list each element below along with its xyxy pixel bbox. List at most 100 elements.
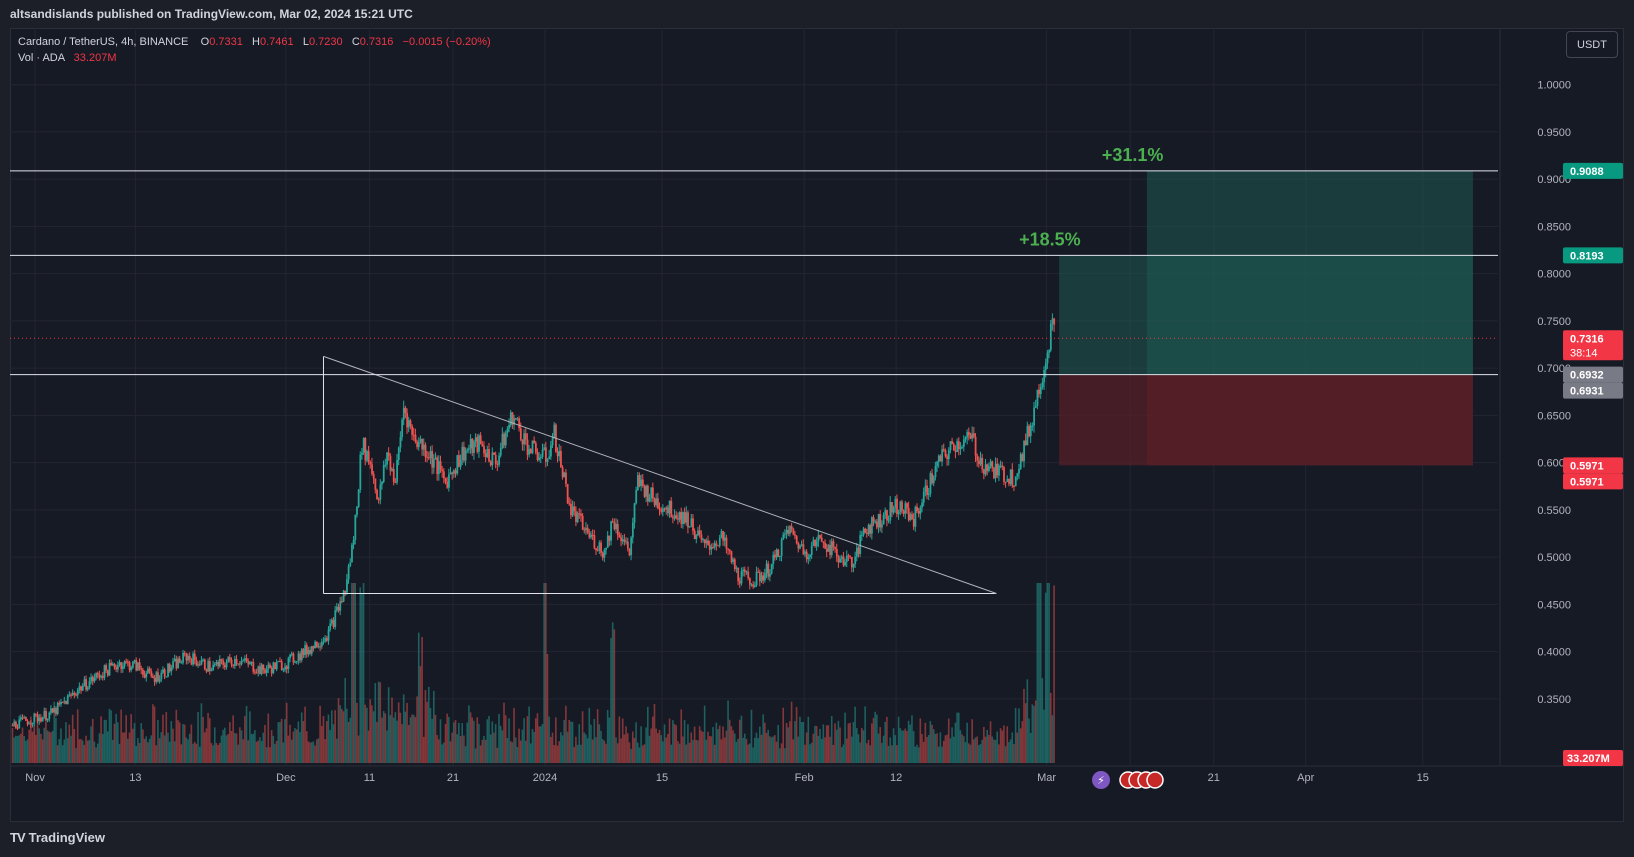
volume-bar — [897, 716, 900, 763]
position-stop-zone[interactable] — [1146, 374, 1473, 466]
time-tick-label: 13 — [129, 772, 141, 784]
volume-bar — [662, 741, 664, 763]
time-tick-label: 15 — [656, 772, 668, 784]
volume-bar — [277, 722, 280, 763]
volume-bar — [511, 742, 514, 763]
candle — [568, 503, 571, 505]
currency-button[interactable]: USDT — [1566, 31, 1618, 58]
position-target-zone[interactable] — [1146, 170, 1473, 375]
volume-bar — [994, 739, 997, 763]
volume-bar — [957, 712, 960, 763]
candle — [185, 653, 188, 661]
candle — [1038, 389, 1041, 395]
volume-bar — [212, 745, 214, 763]
volume-bar — [1018, 708, 1020, 763]
candle — [904, 503, 907, 514]
volume-bar — [780, 743, 783, 763]
candle — [145, 672, 148, 678]
price-tick-label: 0.9500 — [1537, 127, 1571, 139]
candle — [745, 571, 748, 573]
volume-badge — [1563, 750, 1623, 766]
volume-bar — [138, 743, 141, 763]
volume-bar — [406, 702, 408, 763]
price-tick-label: 0.7000 — [1537, 363, 1571, 375]
volume-bar — [595, 737, 597, 763]
volume-bar — [50, 732, 52, 763]
candle — [845, 555, 848, 562]
candle — [55, 708, 57, 714]
candle — [670, 500, 673, 518]
volume-bar — [284, 719, 286, 763]
tradingview-logo[interactable]: TV TradingView — [10, 830, 105, 845]
volume-bar — [660, 735, 662, 763]
candle — [421, 438, 424, 450]
candle — [764, 573, 766, 581]
volume-bar — [830, 715, 833, 763]
volume-bar — [76, 709, 79, 763]
volume-bar — [43, 727, 46, 763]
volume-bar — [249, 711, 251, 763]
volume-bar — [667, 733, 669, 763]
candle — [1024, 440, 1027, 446]
candle — [685, 512, 688, 523]
volume-bar — [652, 716, 654, 763]
volume-label[interactable]: Vol · ADA — [18, 52, 65, 64]
candle — [312, 646, 315, 649]
lightning-icon[interactable] — [1092, 771, 1110, 789]
us-flag-icon[interactable] — [1146, 771, 1164, 789]
candle — [695, 535, 698, 539]
volume-bar — [568, 720, 571, 763]
volume-bar — [769, 736, 771, 763]
volume-bar — [725, 730, 728, 763]
volume-bar — [926, 736, 928, 763]
candle — [234, 658, 236, 667]
candle — [438, 461, 440, 475]
triangle-trendline[interactable] — [323, 355, 997, 594]
candle — [927, 493, 930, 496]
candle — [304, 645, 307, 655]
volume-bar — [302, 721, 305, 763]
candle — [483, 446, 485, 454]
candle — [961, 446, 964, 448]
volume-bar — [712, 727, 714, 763]
volume-bar — [325, 721, 328, 763]
candle — [952, 444, 955, 451]
volume-bar — [175, 709, 178, 763]
candle — [827, 544, 830, 552]
candle — [1018, 468, 1020, 474]
price-badge — [1563, 473, 1623, 490]
candle — [142, 669, 144, 675]
candle — [215, 662, 218, 665]
volume-bar — [15, 735, 17, 763]
symbol-name[interactable]: Cardano / TetherUS, 4h, BINANCE — [18, 36, 189, 48]
time-tick-label: 2024 — [533, 772, 557, 784]
volume-bar — [792, 739, 795, 763]
volume-bar — [458, 722, 460, 763]
candle — [454, 470, 457, 474]
candle — [249, 662, 251, 665]
volume-bar — [887, 745, 890, 763]
candle — [163, 669, 166, 677]
candle — [264, 669, 266, 673]
candle — [173, 658, 176, 662]
volume-bar — [668, 718, 671, 763]
volume-bar — [750, 709, 753, 763]
candle — [548, 456, 551, 460]
candle — [752, 584, 755, 587]
volume-bar — [394, 712, 397, 763]
volume-bar — [1014, 708, 1017, 763]
candle — [633, 503, 636, 523]
candle — [625, 541, 628, 543]
candle — [479, 435, 482, 445]
candle — [901, 501, 903, 511]
candle — [834, 547, 837, 550]
volume-bar — [473, 720, 475, 763]
candle — [106, 670, 109, 676]
candle — [158, 679, 161, 682]
candle — [682, 512, 684, 525]
candle — [560, 450, 562, 468]
candle — [747, 571, 750, 579]
volume-bar — [685, 744, 688, 763]
volume-bar — [183, 724, 186, 763]
